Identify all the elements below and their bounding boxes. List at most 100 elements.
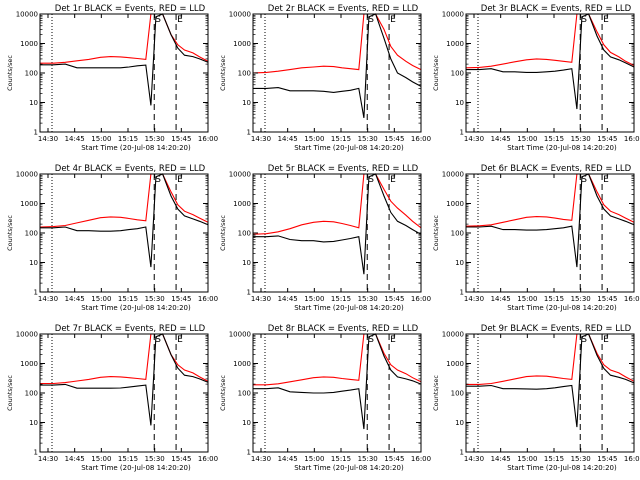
y-axis-label: Counts/sec [432, 55, 440, 91]
y-tick-label: 10 [29, 419, 38, 427]
series-line-events [466, 173, 635, 268]
end-marker: E [603, 335, 609, 345]
x-tick-label: 16:00 [411, 295, 431, 303]
end-marker: E [390, 175, 396, 185]
y-tick-label: 100 [238, 70, 251, 78]
series-line-lld [465, 173, 635, 227]
x-tick-label: 14:45 [491, 455, 511, 463]
x-axis-label: Start Time (20-Jul-08 14:20:20) [81, 464, 191, 472]
x-tick-label: 16:00 [411, 135, 431, 143]
y-tick-label: 10 [29, 99, 38, 107]
y-tick-label: 10 [455, 419, 464, 427]
x-tick-label: 14:45 [65, 295, 85, 303]
end-marker: E [603, 15, 609, 25]
y-tick-label: 10 [455, 99, 464, 107]
start-marker: S [155, 175, 161, 185]
chart-title: Det 8r BLACK = Events, RED = LLD [268, 324, 419, 334]
x-axis-label: Start Time (20-Jul-08 14:20:20) [507, 144, 617, 152]
x-tick-label: 16:00 [624, 295, 640, 303]
x-tick-label: 15:00 [517, 295, 537, 303]
y-tick-label: 10 [29, 259, 38, 267]
x-tick-label: 14:45 [491, 135, 511, 143]
x-tick-label: 15:30 [358, 455, 378, 463]
x-tick-label: 15:15 [544, 455, 564, 463]
plot-frame [465, 333, 635, 453]
y-tick-label: 10000 [442, 331, 464, 339]
y-tick-label: 10000 [442, 11, 464, 19]
chart-title: Det 6r BLACK = Events, RED = LLD [481, 164, 632, 174]
x-tick-label: 15:00 [91, 135, 111, 143]
x-tick-label: 15:15 [118, 295, 138, 303]
x-axis-label: Start Time (20-Jul-08 14:20:20) [507, 304, 617, 312]
x-axis-label: Start Time (20-Jul-08 14:20:20) [507, 464, 617, 472]
y-tick-label: 1 [460, 129, 464, 137]
start-marker: S [368, 335, 374, 345]
x-tick-label: 15:15 [544, 295, 564, 303]
end-marker: E [390, 15, 396, 25]
start-marker: S [581, 15, 587, 25]
y-tick-label: 100 [451, 390, 464, 398]
x-tick-label: 15:45 [384, 455, 404, 463]
chart-title: Det 4r BLACK = Events, RED = LLD [55, 164, 206, 174]
series-line-lld [466, 333, 635, 385]
y-tick-label: 1000 [446, 360, 464, 368]
series-line-events [253, 173, 422, 275]
x-tick-label: 15:15 [331, 135, 351, 143]
y-tick-label: 10000 [16, 331, 38, 339]
x-tick-label: 15:00 [91, 455, 111, 463]
end-marker: E [177, 175, 183, 185]
start-marker: S [368, 175, 374, 185]
x-tick-label: 14:45 [278, 455, 298, 463]
x-tick-label: 15:45 [384, 295, 404, 303]
y-tick-label: 100 [25, 230, 38, 238]
end-marker: E [390, 335, 396, 345]
y-tick-label: 100 [451, 70, 464, 78]
y-tick-label: 1000 [233, 200, 251, 208]
y-tick-label: 10000 [229, 171, 251, 179]
y-tick-label: 1000 [233, 40, 251, 48]
x-tick-label: 14:30 [251, 135, 271, 143]
x-axis-label: Start Time (20-Jul-08 14:20:20) [81, 304, 191, 312]
x-tick-label: 16:00 [411, 455, 431, 463]
y-tick-label: 10 [242, 99, 251, 107]
y-tick-label: 10000 [229, 11, 251, 19]
series-line-events [466, 333, 635, 428]
x-tick-label: 14:30 [251, 455, 271, 463]
x-axis-label: Start Time (20-Jul-08 14:20:20) [294, 144, 404, 152]
x-tick-label: 15:00 [304, 135, 324, 143]
x-tick-label: 15:15 [118, 455, 138, 463]
series-line-lld [40, 333, 209, 385]
y-tick-label: 100 [25, 70, 38, 78]
chart-title: Det 5r BLACK = Events, RED = LLD [268, 164, 419, 174]
start-marker: S [581, 335, 587, 345]
x-axis-label: Start Time (20-Jul-08 14:20:20) [294, 464, 404, 472]
y-axis-label: Counts/sec [219, 55, 227, 91]
y-tick-label: 1000 [20, 40, 38, 48]
series-line-lld [252, 13, 422, 74]
y-tick-label: 10 [242, 419, 251, 427]
x-tick-label: 15:30 [145, 295, 165, 303]
y-tick-label: 1000 [446, 40, 464, 48]
start-marker: S [368, 15, 374, 25]
x-tick-label: 15:30 [571, 135, 591, 143]
chart-title: Det 2r BLACK = Events, RED = LLD [268, 4, 419, 14]
y-axis-label: Counts/sec [6, 55, 14, 91]
start-marker: S [581, 175, 587, 185]
x-tick-label: 15:15 [331, 455, 351, 463]
x-tick-label: 15:30 [145, 135, 165, 143]
series-line-lld [253, 333, 422, 386]
plot-frame [39, 333, 209, 453]
plot-frame [465, 173, 635, 293]
x-tick-label: 16:00 [624, 455, 640, 463]
y-tick-label: 1000 [20, 200, 38, 208]
series-line-lld [465, 13, 635, 69]
chart-title: Det 7r BLACK = Events, RED = LLD [55, 324, 206, 334]
x-tick-label: 14:30 [251, 295, 271, 303]
plot-frame [39, 13, 209, 133]
